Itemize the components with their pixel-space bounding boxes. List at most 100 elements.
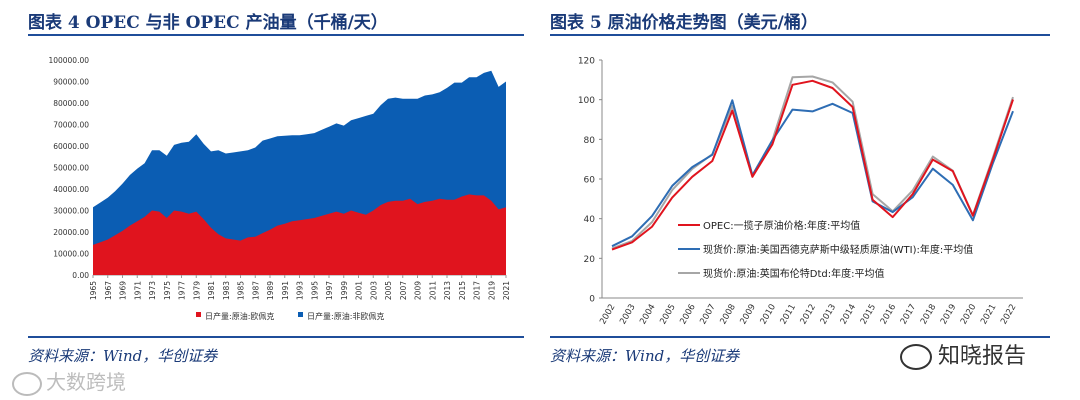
y-tick-label: 90000.00: [53, 78, 89, 87]
x-tick-label: 1993: [296, 281, 305, 300]
x-tick-label: 2003: [618, 303, 637, 327]
x-tick-label: 1981: [207, 281, 216, 300]
x-tick-label: 2022: [999, 303, 1018, 327]
x-tick-label: 2007: [698, 303, 717, 327]
y-tick-label: 0: [589, 295, 595, 305]
y-tick-label: 0.00: [72, 271, 89, 280]
x-tick-label: 2018: [919, 303, 938, 327]
left-bottom-rule: [28, 336, 524, 338]
x-tick-label: 1965: [89, 281, 98, 300]
x-tick-label: 2005: [658, 303, 677, 327]
x-tick-label: 1977: [178, 281, 187, 300]
left-areas: [93, 70, 506, 275]
left-legend: 日产量:原油:欧佩克 日产量:原油:非欧佩克: [196, 311, 384, 321]
line-opec-basket: [611, 79, 1014, 251]
legend-swatch-opec: [196, 312, 201, 317]
x-tick-label: 2005: [384, 281, 393, 300]
left-title-rule: [28, 34, 524, 36]
x-tick-label: 2010: [759, 303, 778, 327]
watermark-logo-icon: [12, 371, 42, 396]
opec-production-chart: 0.00 10000.00 20000.00 30000.00 40000.00 5000…: [48, 56, 511, 321]
x-tick-label: 1991: [281, 281, 290, 300]
y-tick-label: 20000.00: [53, 228, 89, 237]
x-tick-label: 1985: [237, 281, 246, 300]
x-tick-label: 1979: [192, 281, 201, 300]
x-tick-label: 2016: [879, 303, 898, 327]
x-tick-label: 2019: [487, 281, 496, 300]
x-tick-label: 1983: [222, 281, 231, 300]
legend-label-wti: 现货价:原油:美国西德克萨斯中级轻质原油(WTI):年度:平均值: [703, 243, 973, 256]
y-tick-label: 40: [584, 215, 596, 225]
wechat-icon: [900, 344, 932, 370]
line-wti: [611, 99, 1014, 248]
watermark-right: 知晓报告: [900, 338, 1026, 370]
x-tick-label: 2012: [799, 303, 818, 327]
x-tick-label: 2002: [598, 303, 617, 327]
x-tick-label: 2017: [473, 281, 482, 300]
x-tick-label: 2013: [443, 281, 452, 300]
line-brent: [611, 75, 1014, 250]
y-tick-label: 50000.00: [53, 164, 89, 173]
x-tick-label: 1969: [119, 281, 128, 300]
x-tick-label: 1975: [163, 281, 172, 300]
x-tick-label: 2017: [899, 303, 918, 327]
y-tick-label: 40000.00: [53, 185, 89, 194]
x-tick-label: 1971: [133, 281, 142, 300]
x-tick-label: 2015: [458, 281, 467, 300]
legend-swatch-nonopec: [298, 312, 303, 317]
right-lines: [611, 75, 1014, 251]
x-tick-label: 2003: [369, 281, 378, 300]
x-tick-label: 2014: [839, 303, 858, 327]
watermark-left-text: 大数跨境: [46, 370, 126, 394]
y-tick-label: 60000.00: [53, 142, 89, 151]
x-tick-label: 1967: [104, 281, 113, 300]
y-tick-label: 20: [584, 255, 596, 265]
x-tick-label: 2004: [638, 303, 657, 327]
x-tick-label: 1997: [325, 281, 334, 300]
right-chart-title: 图表 5 原油价格走势图（美元/桶）: [550, 13, 818, 33]
y-tick-label: 120: [578, 57, 595, 67]
watermark-right-text: 知晓报告: [938, 344, 1027, 369]
left-source-note: 资料来源：Wind，华创证券: [28, 347, 218, 365]
x-tick-label: 2008: [718, 303, 737, 327]
x-tick-label: 2013: [819, 303, 838, 327]
x-tick-label: 1987: [251, 281, 260, 300]
y-tick-label: 100: [578, 96, 595, 106]
legend-label-nonopec: 日产量:原油:非欧佩克: [307, 311, 384, 321]
x-tick-label: 2009: [738, 303, 757, 327]
left-chart-title: 图表 4 OPEC 与非 OPEC 产油量（千桶/天）: [28, 13, 388, 33]
x-tick-label: 1999: [340, 281, 349, 300]
x-tick-label: 2019: [939, 303, 958, 327]
x-tick-label: 2015: [859, 303, 878, 327]
y-tick-label: 10000.00: [53, 250, 89, 259]
y-tick-label: 100000.00: [48, 56, 89, 65]
right-bottom-rule: [550, 336, 1050, 338]
y-tick-label: 80: [584, 136, 596, 146]
x-tick-label: 1995: [310, 281, 319, 300]
x-tick-label: 1973: [148, 281, 157, 300]
x-tick-label: 2001: [355, 281, 364, 300]
right-title-rule: [550, 34, 1050, 36]
x-tick-label: 2021: [502, 281, 511, 300]
y-tick-label: 70000.00: [53, 121, 89, 130]
area-opec: [93, 194, 506, 275]
x-tick-label: 2007: [399, 281, 408, 300]
watermark-left: 大数跨境: [12, 366, 126, 396]
x-tick-label: 2020: [959, 303, 978, 327]
right-source-note: 资料来源：Wind，华创证券: [550, 347, 740, 365]
x-tick-label: 2011: [779, 303, 798, 327]
y-tick-label: 80000.00: [53, 99, 89, 108]
x-tick-label: 1989: [266, 281, 275, 300]
x-tick-label: 2011: [428, 281, 437, 300]
legend-label-opec: 日产量:原油:欧佩克: [205, 311, 274, 321]
x-tick-label: 2021: [979, 303, 998, 327]
y-tick-label: 60: [584, 176, 596, 186]
y-tick-label: 30000.00: [53, 207, 89, 216]
x-tick-label: 2009: [414, 281, 423, 300]
right-legend: OPEC:一揽子原油价格:年度:平均值 现货价:原油:美国西德克萨斯中级轻质原油…: [678, 219, 973, 280]
legend-label-brent: 现货价:原油:英国布伦特Dtd:年度:平均值: [703, 267, 884, 280]
x-tick-label: 2006: [678, 303, 697, 327]
legend-label-opec-price: OPEC:一揽子原油价格:年度:平均值: [703, 219, 860, 232]
left-x-axis: 1965 1967 1969 1971 1973 1975 1977 1979 1981 1983…: [89, 275, 511, 300]
